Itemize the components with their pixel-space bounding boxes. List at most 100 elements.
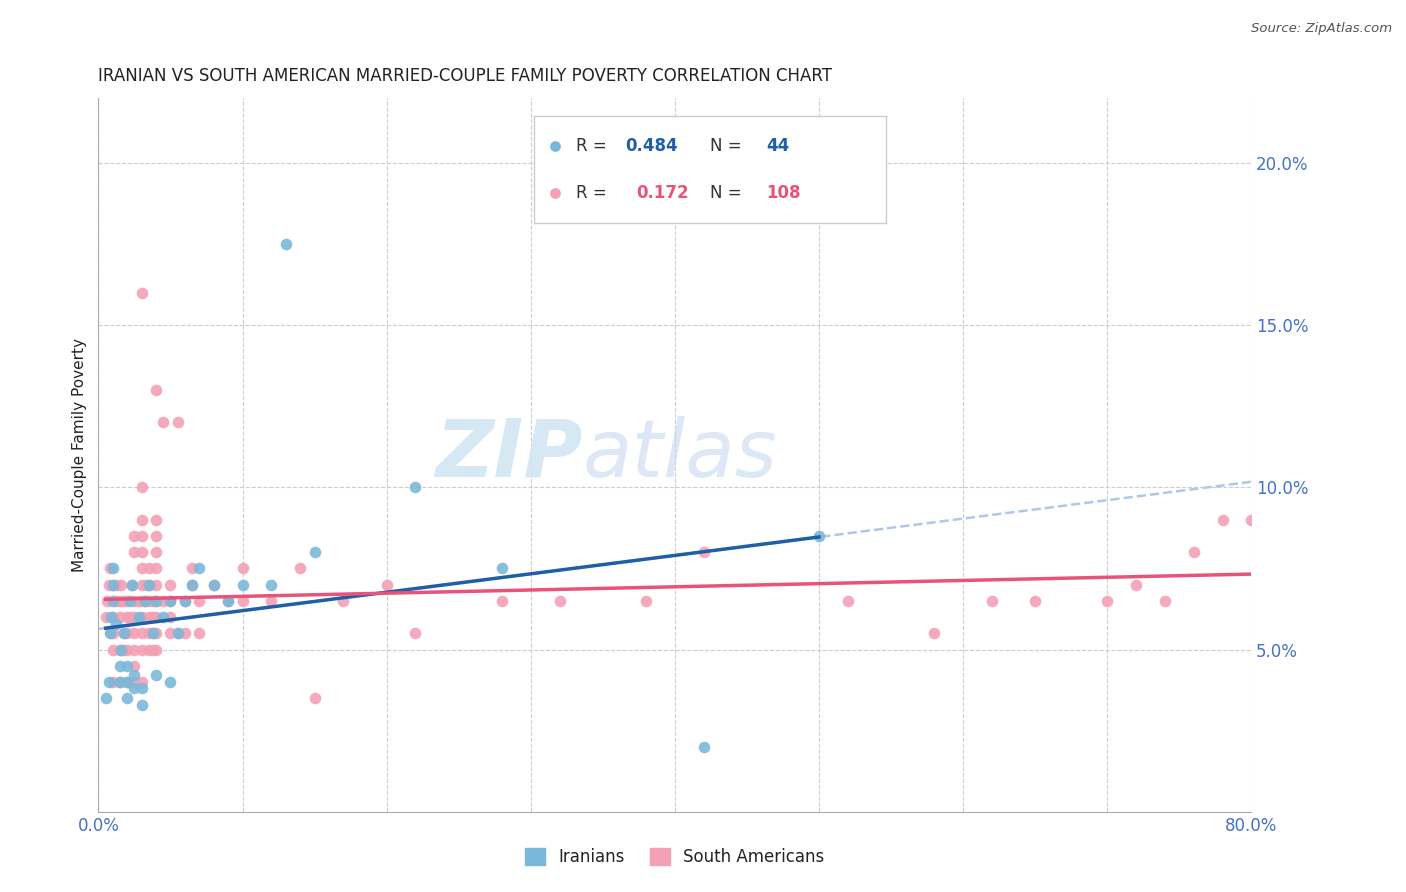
Point <box>837 594 859 608</box>
Point <box>104 594 127 608</box>
Point <box>145 642 167 657</box>
Point <box>159 626 181 640</box>
Point <box>145 513 167 527</box>
Point <box>491 594 513 608</box>
Text: R =: R = <box>576 184 617 202</box>
Point <box>260 594 283 608</box>
Point <box>101 577 124 591</box>
Point <box>108 675 131 690</box>
Point <box>120 594 142 608</box>
Point <box>491 561 513 575</box>
Point <box>131 513 153 527</box>
Point <box>159 594 181 608</box>
Point <box>145 529 167 543</box>
Point <box>188 561 211 575</box>
Y-axis label: Married-Couple Family Poverty: Married-Couple Family Poverty <box>72 338 87 572</box>
Text: N =: N = <box>710 137 747 155</box>
Text: ZIP: ZIP <box>436 416 582 494</box>
Point <box>145 577 167 591</box>
Point <box>138 561 160 575</box>
Point <box>97 577 120 591</box>
Point <box>145 594 167 608</box>
Point <box>1212 513 1234 527</box>
Point <box>1024 594 1046 608</box>
Point <box>166 626 188 640</box>
Point <box>96 594 118 608</box>
Point <box>124 668 146 682</box>
Point <box>142 594 165 608</box>
Point <box>174 594 197 608</box>
Point <box>131 610 153 624</box>
Point <box>128 594 150 608</box>
Point <box>131 698 153 712</box>
Point <box>108 610 131 624</box>
Point <box>131 642 153 657</box>
Point <box>124 675 146 690</box>
Point <box>304 545 326 559</box>
Text: IRANIAN VS SOUTH AMERICAN MARRIED-COUPLE FAMILY POVERTY CORRELATION CHART: IRANIAN VS SOUTH AMERICAN MARRIED-COUPLE… <box>98 68 832 86</box>
Point <box>174 594 197 608</box>
Point <box>94 691 117 706</box>
Point <box>117 691 138 706</box>
Point <box>117 675 138 690</box>
Point <box>131 561 153 575</box>
Point <box>138 577 160 591</box>
Point <box>134 594 156 608</box>
Point <box>332 594 354 608</box>
Point <box>128 610 150 624</box>
Point <box>124 681 146 696</box>
Point <box>97 675 120 690</box>
Point <box>138 642 160 657</box>
Point <box>131 577 153 591</box>
Point <box>131 480 153 494</box>
Point <box>142 642 165 657</box>
Point <box>188 626 211 640</box>
Point <box>159 610 181 624</box>
Point <box>145 668 167 682</box>
Point <box>121 577 143 591</box>
Point <box>124 658 146 673</box>
Point <box>217 594 239 608</box>
Point <box>98 561 121 575</box>
Point <box>112 626 135 640</box>
Point <box>1125 577 1147 591</box>
Point <box>124 642 146 657</box>
Point <box>98 626 121 640</box>
Point <box>405 626 427 640</box>
Point <box>101 577 124 591</box>
Text: 0.484: 0.484 <box>626 137 678 155</box>
Point <box>124 610 146 624</box>
Point <box>100 610 122 624</box>
Point <box>131 529 153 543</box>
Point <box>117 642 138 657</box>
Point <box>152 610 174 624</box>
Point <box>142 610 165 624</box>
Point <box>145 561 167 575</box>
Point <box>120 610 142 624</box>
Point <box>145 545 167 559</box>
Point <box>124 545 146 559</box>
Point <box>112 626 135 640</box>
Point <box>166 416 188 430</box>
Point <box>131 285 153 300</box>
Point <box>131 681 153 696</box>
Point <box>110 642 132 657</box>
Point <box>202 577 225 591</box>
Point <box>231 594 254 608</box>
Point <box>101 626 124 640</box>
Point <box>159 577 181 591</box>
Point <box>138 577 160 591</box>
Point <box>131 545 153 559</box>
Point <box>105 577 128 591</box>
Point <box>145 626 167 640</box>
Point <box>693 739 716 754</box>
Text: 108: 108 <box>766 184 801 202</box>
Point <box>145 383 167 397</box>
Text: atlas: atlas <box>582 416 778 494</box>
Point <box>145 610 167 624</box>
Point <box>112 594 135 608</box>
Point <box>131 626 153 640</box>
Point <box>124 626 146 640</box>
Point <box>117 626 138 640</box>
Point <box>138 626 160 640</box>
